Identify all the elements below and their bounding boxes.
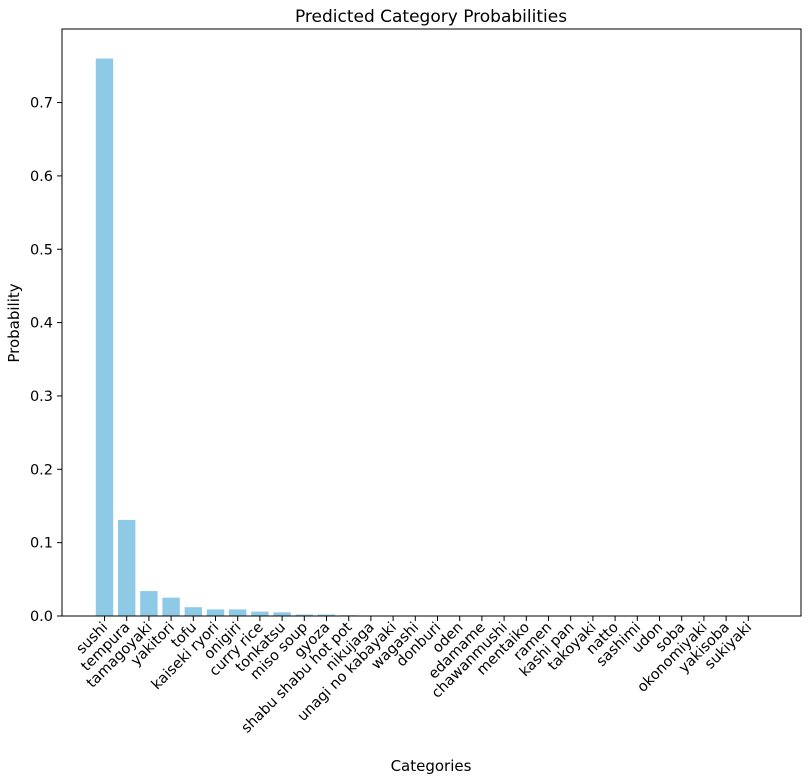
bars-group: [95, 58, 757, 617]
y-tick-label: 0.6: [30, 169, 53, 185]
bar-kaiseki-ryori: [206, 609, 225, 616]
y-tick-label: 0.1: [30, 536, 53, 552]
bar-onigiri: [229, 609, 247, 616]
y-tick-label: 0.4: [30, 316, 53, 332]
x-axis-label: Categories: [391, 757, 472, 775]
y-tick-label: 0.2: [30, 462, 53, 478]
bar-curry-rice: [251, 611, 269, 616]
bar-tofu: [184, 607, 202, 616]
x-axis: sushitempuratamagoyakiyakitoritofukaisek…: [73, 616, 755, 736]
y-tick-label: 0.7: [30, 96, 53, 112]
bar-tamagoyaki: [140, 591, 158, 616]
y-tick-label: 0.5: [30, 242, 53, 258]
plot-frame: [61, 28, 802, 617]
bar-tempura: [118, 519, 136, 616]
chart-title: Predicted Category Probabilities: [295, 7, 567, 27]
bar-gyoza: [317, 614, 336, 616]
bar-sushi: [95, 58, 114, 617]
bar-yakitori: [162, 597, 180, 616]
y-axis: 0.0 0.1 0.2 0.3 0.4 0.5 0.6 0.7: [30, 96, 62, 625]
bar-miso-soup: [295, 614, 313, 616]
y-axis-label: Probability: [5, 283, 23, 362]
y-tick-label: 0.0: [30, 609, 53, 625]
bar-tonkatsu: [273, 612, 291, 616]
y-tick-label: 0.3: [30, 389, 53, 405]
